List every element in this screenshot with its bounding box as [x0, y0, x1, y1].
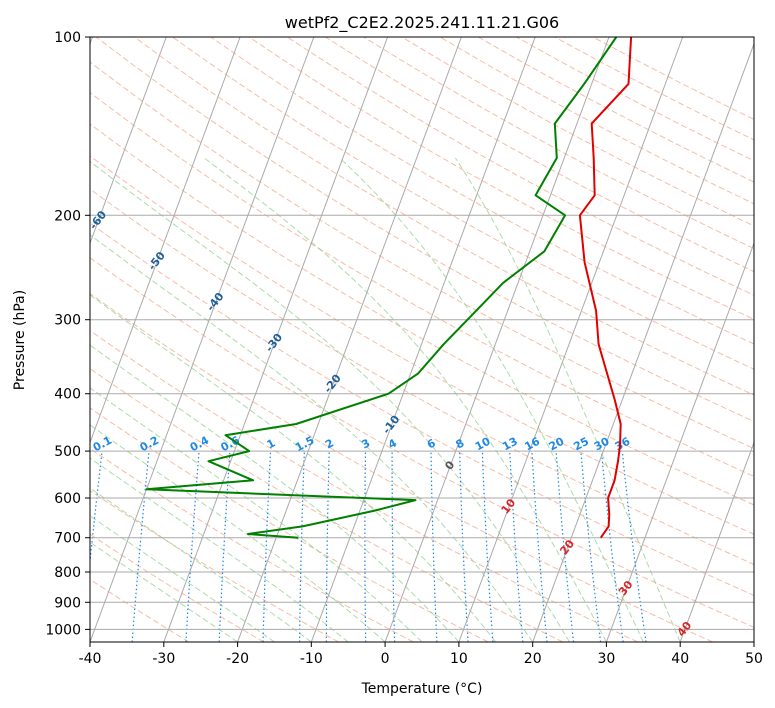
y-tick-label: 200: [54, 208, 81, 224]
dry-adiabat-line: [90, 407, 489, 642]
moist-adiabat-line: [90, 344, 460, 642]
isotherm-line: [90, 37, 315, 642]
mixing-ratio-line: [621, 451, 647, 642]
plot-area: -100-90-80-70-60-50-40-30-20-10010203040…: [90, 37, 754, 642]
dry-adiabats: [90, 37, 754, 642]
moist-adiabat-line: [339, 157, 644, 642]
mixing-ratio-label: 20: [547, 435, 567, 454]
mixing-ratio-label: 10: [473, 435, 493, 454]
isotherm-line: [163, 37, 389, 642]
moist-adiabat-line: [90, 515, 275, 642]
x-tick-label: 40: [671, 651, 689, 667]
mixing-ratio-label: 30: [592, 435, 612, 454]
temperature-profile: [578, 37, 633, 539]
dry-adiabat-line: [95, 37, 754, 423]
moist-adiabat-line: [203, 157, 607, 642]
dry-adiabat-line: [286, 37, 754, 296]
isotherm-line: [384, 37, 610, 642]
mixing-ratio-line: [531, 451, 548, 642]
dry-adiabat-line: [90, 490, 339, 642]
mixing-ratio-label: 36: [613, 435, 633, 454]
y-tick-label: 1000: [45, 622, 81, 638]
mixing-ratio-line: [90, 451, 103, 567]
y-tick-label: 400: [54, 387, 81, 403]
dry-adiabat-line: [248, 37, 754, 320]
y-tick-label: 700: [54, 531, 81, 547]
isotherm-line: [310, 37, 536, 642]
moist-adiabat-line: [90, 424, 386, 642]
dry-adiabat-line: [90, 257, 754, 628]
mixing-ratio-line: [600, 451, 624, 642]
y-tick-label: 100: [54, 30, 81, 46]
isotherms: [90, 37, 754, 642]
mixing-ratio-label: 13: [500, 435, 520, 454]
x-tick-label: -10: [300, 651, 323, 667]
mixing-ratio-label: 25: [571, 435, 591, 454]
y-axis-title: Pressure (hPa): [12, 290, 28, 390]
isotherm-line: [237, 37, 462, 642]
isotherm-line: [90, 37, 167, 245]
isotherm-line: [90, 37, 241, 445]
x-tick-label: 0: [381, 651, 390, 667]
dry-adiabat-line: [90, 533, 265, 642]
dry-adiabat-line: [90, 155, 754, 535]
moist-adiabat-line: [90, 487, 312, 642]
dry-adiabat-line: [172, 37, 754, 370]
y-tick-label: 800: [54, 565, 81, 581]
y-axis: 100 200 300 400 500 600 700 800 900 1000: [45, 30, 90, 638]
x-tick-label: -20: [226, 651, 249, 667]
x-axis-title: Temperature (°C): [361, 681, 483, 697]
y-tick-label: 900: [54, 595, 81, 611]
mixing-ratio-label: 16: [522, 435, 542, 454]
dry-adiabat-line: [90, 329, 639, 642]
dry-adiabat-line: [90, 368, 564, 642]
isotherm-line: [679, 441, 754, 642]
x-tick-label: -30: [152, 651, 175, 667]
y-tick-label: 600: [54, 491, 81, 507]
dry-adiabat-line: [90, 293, 713, 642]
dry-adiabat-line: [90, 91, 754, 477]
moist-adiabat-line: [454, 157, 681, 642]
y-tick-label: 500: [54, 444, 81, 460]
isotherm-line: [532, 42, 754, 642]
x-tick-label: 10: [450, 651, 468, 667]
mixing-ratio-line: [555, 451, 575, 642]
dry-adiabat-line: [90, 222, 754, 597]
chart-title: wetPf2_C2E2.2025.241.11.21.G06: [285, 13, 559, 33]
x-tick-label: 20: [524, 651, 542, 667]
x-tick-label: -40: [79, 651, 102, 667]
y-tick-label: 300: [54, 313, 81, 329]
x-axis: -40 -30 -20 -10 0 10 20 30 40 50: [79, 642, 763, 667]
isotherm-line: [458, 37, 684, 642]
moist-adiabat-line: [90, 541, 238, 642]
plot-frame: [89, 36, 755, 643]
profile-series: [145, 37, 633, 539]
isotherm-line: [605, 241, 754, 642]
dewpoint-profile: [145, 37, 618, 539]
mixing-ratio-line: [580, 451, 602, 642]
dry-adiabat-line: [210, 37, 754, 345]
pressure-gridlines: [90, 37, 754, 630]
x-tick-label: 50: [745, 651, 763, 667]
x-tick-label: 30: [597, 651, 615, 667]
